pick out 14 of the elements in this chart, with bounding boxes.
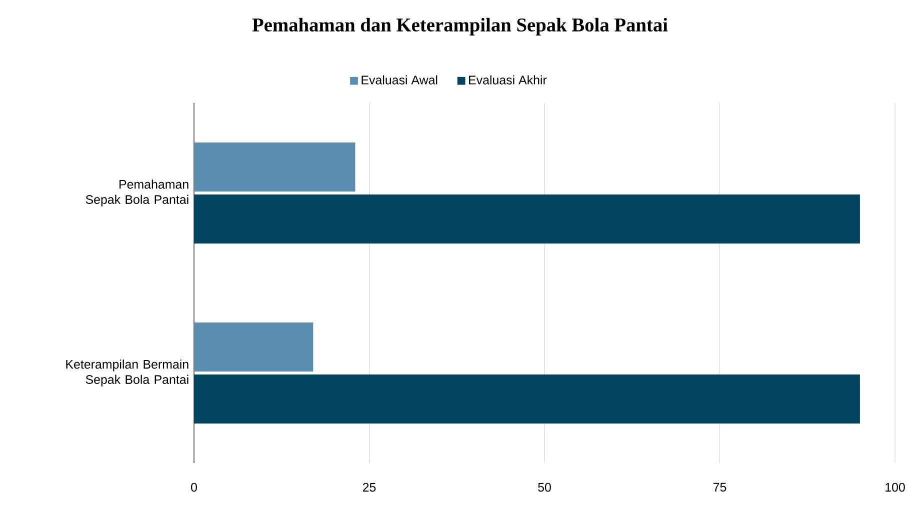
x-tick-label: 75	[713, 482, 726, 492]
legend-label: Evaluasi Akhir	[469, 75, 547, 84]
bar	[194, 194, 860, 244]
x-tick-label: 100	[886, 482, 905, 492]
x-tick-label: 0	[191, 482, 197, 492]
y-tick-label: Keterampilan Bermain Sepak Bola Pantai	[66, 360, 188, 386]
x-tick-label: 50	[538, 482, 551, 492]
bar	[194, 374, 860, 424]
bar	[194, 142, 356, 192]
bar	[194, 322, 314, 372]
chart-title: Pemahaman dan Keterampilan Sepak Bola Pantai	[252, 18, 668, 36]
x-tick-label: 25	[362, 482, 376, 492]
legend-label: Evaluasi Awal	[362, 75, 438, 84]
y-tick-label: Pemahaman Sepak Bola Pantai	[86, 180, 188, 206]
